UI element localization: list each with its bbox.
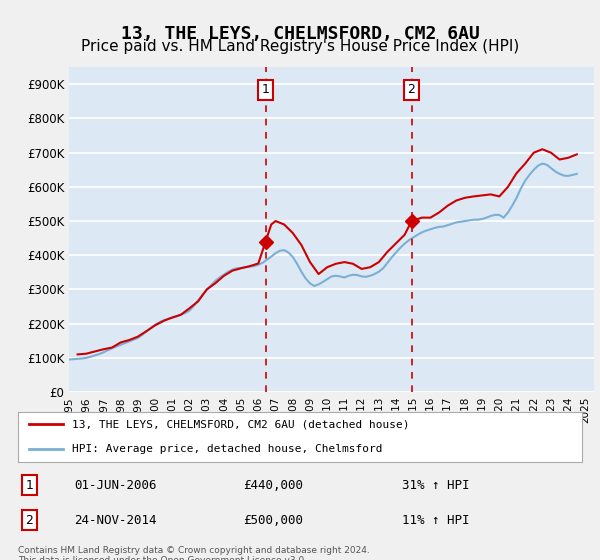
Text: HPI: Average price, detached house, Chelmsford: HPI: Average price, detached house, Chel…: [71, 445, 382, 454]
Text: £500,000: £500,000: [244, 514, 304, 526]
Text: 13, THE LEYS, CHELMSFORD, CM2 6AU (detached house): 13, THE LEYS, CHELMSFORD, CM2 6AU (detac…: [71, 419, 409, 429]
Text: 1: 1: [25, 479, 33, 492]
Text: 31% ↑ HPI: 31% ↑ HPI: [401, 479, 469, 492]
Text: 2: 2: [407, 83, 415, 96]
Text: Contains HM Land Registry data © Crown copyright and database right 2024.
This d: Contains HM Land Registry data © Crown c…: [18, 546, 370, 560]
Text: 13, THE LEYS, CHELMSFORD, CM2 6AU: 13, THE LEYS, CHELMSFORD, CM2 6AU: [121, 25, 479, 43]
Text: 2: 2: [25, 514, 33, 526]
Text: 11% ↑ HPI: 11% ↑ HPI: [401, 514, 469, 526]
Text: 01-JUN-2006: 01-JUN-2006: [74, 479, 157, 492]
Text: £440,000: £440,000: [244, 479, 304, 492]
Text: 24-NOV-2014: 24-NOV-2014: [74, 514, 157, 526]
Text: 1: 1: [262, 83, 269, 96]
Text: Price paid vs. HM Land Registry's House Price Index (HPI): Price paid vs. HM Land Registry's House …: [81, 39, 519, 54]
